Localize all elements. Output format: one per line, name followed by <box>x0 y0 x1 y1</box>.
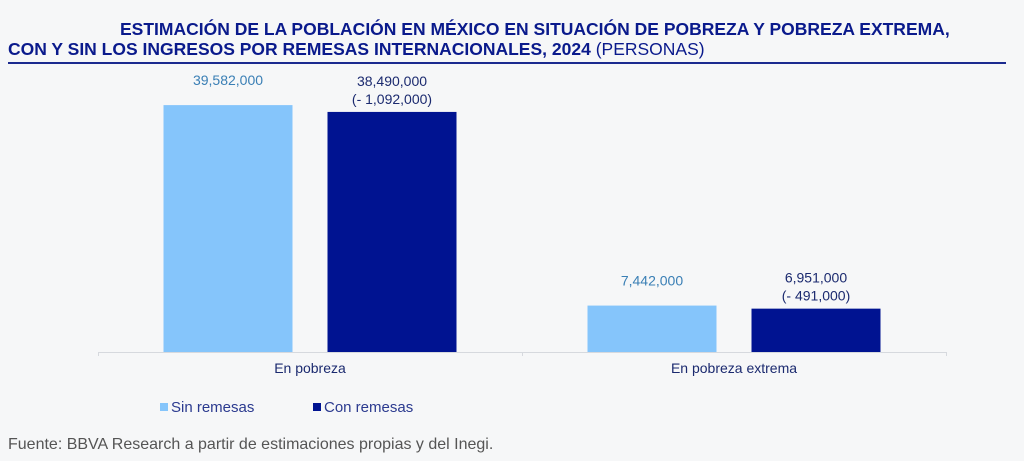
legend-label: Con remesas <box>324 399 414 416</box>
data-label-difference: (- 1,092,000) <box>352 91 432 107</box>
bar-con-remesas <box>751 308 881 352</box>
data-label: 39,582,000 <box>193 72 263 88</box>
data-label: 38,490,000 <box>357 73 427 89</box>
bar-sin-remesas <box>163 105 293 352</box>
bar-con-remesas <box>327 111 457 352</box>
legend-label: Sin remesas <box>171 399 255 416</box>
category-label: En pobreza <box>274 360 346 376</box>
category-label: En pobreza extrema <box>671 360 797 376</box>
data-label-difference: (- 491,000) <box>782 288 850 304</box>
title-line-1: ESTIMACIÓN DE LA POBLACIÓN EN MÉXICO EN … <box>120 19 950 39</box>
title-rule <box>8 62 1006 64</box>
bar-sin-remesas <box>587 305 717 352</box>
source-note: Fuente: BBVA Research a partir de estima… <box>8 436 494 453</box>
data-label: 6,951,000 <box>785 270 847 286</box>
legend-swatch-con-remesas <box>313 403 321 411</box>
chart-title: ESTIMACIÓN DE LA POBLACIÓN EN MÉXICO EN … <box>8 19 1008 59</box>
legend-swatch-sin-remesas <box>160 403 168 411</box>
data-label: 7,442,000 <box>621 273 683 289</box>
legend-item-con-remesas: Con remesas <box>313 399 413 416</box>
title-unit: (PERSONAS) <box>595 39 705 59</box>
title-line-2: CON Y SIN LOS INGRESOS POR REMESAS INTER… <box>8 39 591 59</box>
legend-item-sin-remesas: Sin remesas <box>160 399 254 416</box>
